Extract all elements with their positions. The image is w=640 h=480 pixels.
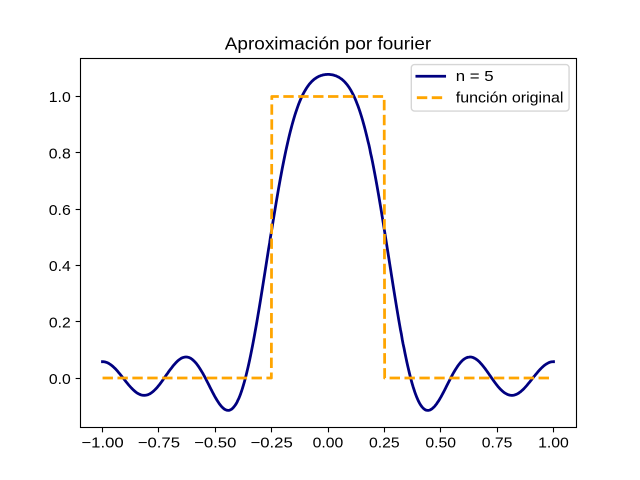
svg-text:0.25: 0.25 [369,436,400,452]
svg-text:−0.75: −0.75 [138,436,180,452]
svg-text:0.4: 0.4 [49,259,71,275]
svg-text:0.6: 0.6 [49,203,71,219]
svg-text:1.00: 1.00 [538,436,569,452]
svg-text:−0.25: −0.25 [251,436,293,452]
svg-text:−1.00: −1.00 [81,436,123,452]
svg-text:n = 5: n = 5 [456,69,494,85]
svg-text:0.75: 0.75 [482,436,513,452]
svg-text:−0.50: −0.50 [194,436,236,452]
svg-text:0.8: 0.8 [49,147,71,163]
svg-text:función original: función original [456,90,564,106]
svg-text:Aproximación por fourier: Aproximación por fourier [225,33,432,53]
svg-text:0.50: 0.50 [425,436,456,452]
svg-text:0.0: 0.0 [49,372,71,388]
svg-text:1.0: 1.0 [49,90,71,106]
svg-text:0.00: 0.00 [313,436,344,452]
svg-text:0.2: 0.2 [49,315,71,331]
